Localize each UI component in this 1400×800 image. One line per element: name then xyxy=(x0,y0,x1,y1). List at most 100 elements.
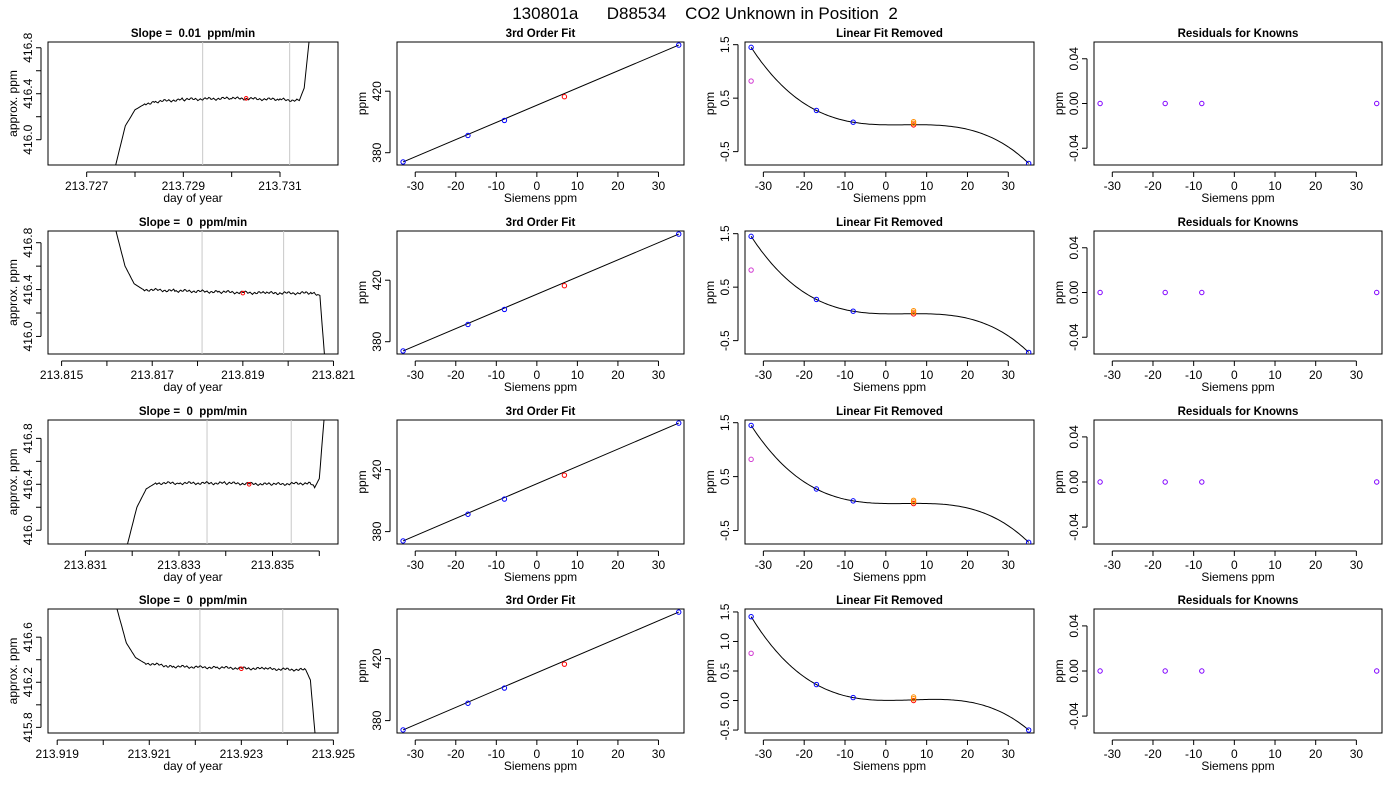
x-tick-label: -10 xyxy=(1185,368,1203,382)
x-tick-label: 213.833 xyxy=(157,558,201,572)
x-tick-label: 20 xyxy=(611,179,625,193)
x-tick-label: -30 xyxy=(407,179,425,193)
residual-point xyxy=(1162,289,1168,296)
x-axis: -30 -20 -10 0 10 20 30 xyxy=(755,171,1016,193)
fit-curve xyxy=(750,425,1030,543)
x-tick-label: -30 xyxy=(755,368,773,382)
unknown-point xyxy=(910,118,917,125)
x-axis: 213.815 213.817 213.819 213.821 xyxy=(40,360,355,382)
x-tick-label: 10 xyxy=(571,558,585,572)
x-tick-label: -20 xyxy=(796,747,814,761)
x-tick-label: -30 xyxy=(407,368,425,382)
x-tick-label: -10 xyxy=(1185,558,1203,572)
x-tick-label: 0 xyxy=(1231,179,1238,193)
x-axis: -30 -20 -10 0 10 20 30 xyxy=(1104,171,1363,193)
x-tick-label: -10 xyxy=(488,747,506,761)
panel-title: 3rd Order Fit xyxy=(506,595,576,607)
residual-point xyxy=(1097,100,1103,107)
panel-resid-row3: Residuals for Knowns -30 -20 -10 0 10 20 30 Siem… xyxy=(1052,406,1383,584)
fit-line xyxy=(402,422,679,542)
residual-point xyxy=(1199,479,1205,485)
fit-line xyxy=(402,233,679,352)
y-axis: 380 420 xyxy=(370,270,391,352)
residual-point xyxy=(1097,289,1103,296)
panel-trace-row1: Slope = 0.01 ppm/min 213.727 213.729 213.73… xyxy=(6,28,339,205)
x-tick-label: 10 xyxy=(920,747,934,761)
unknown-point xyxy=(561,472,568,478)
panel-title: Residuals for Knowns xyxy=(1178,28,1299,40)
x-axis-label: Siemens ppm xyxy=(1201,380,1274,394)
plot-area xyxy=(400,609,682,733)
x-tick-label: -20 xyxy=(796,179,814,193)
y-tick-label: 416.8 xyxy=(21,423,35,453)
unknown-point xyxy=(561,94,568,100)
known-point xyxy=(676,609,682,615)
x-tick-label: 10 xyxy=(920,558,934,572)
x-tick-label: -10 xyxy=(836,747,854,761)
plot-frame xyxy=(1093,608,1383,734)
y-axis-label: approx. ppm xyxy=(6,638,20,705)
panel-title: Linear Fit Removed xyxy=(836,595,943,607)
plot-frame xyxy=(1093,419,1383,545)
plot-area xyxy=(748,422,1032,544)
x-tick-label: 10 xyxy=(1268,747,1282,761)
y-tick-label: 416.4 xyxy=(21,469,35,499)
x-tick-label: 0 xyxy=(534,558,541,572)
y-axis-label: ppm xyxy=(355,281,369,304)
y-tick-label: -0.5 xyxy=(718,520,732,541)
residual-point xyxy=(1374,100,1380,107)
x-tick-label: 10 xyxy=(571,368,585,382)
known-point xyxy=(850,498,856,504)
y-tick-label: 380 xyxy=(370,710,384,730)
y-axis-label: approx. ppm xyxy=(6,70,20,137)
y-tick-label: 0.5 xyxy=(718,89,732,106)
x-tick-label: 30 xyxy=(1002,179,1016,193)
known-point xyxy=(813,296,820,303)
x-tick-label: 0 xyxy=(1231,747,1238,761)
x-tick-label: 213.817 xyxy=(131,368,175,382)
plot-area xyxy=(1097,479,1380,485)
residual-point xyxy=(1374,668,1380,674)
x-axis-label: Siemens ppm xyxy=(504,759,577,773)
x-axis-label: Siemens ppm xyxy=(853,191,926,205)
x-tick-label: -30 xyxy=(755,747,773,761)
panel-linfit-row1: Linear Fit Removed -30 -20 -10 0 10 20 30 Siemen… xyxy=(703,28,1035,205)
known-point xyxy=(676,231,682,237)
plot-area xyxy=(115,231,325,354)
unknown-linear-point xyxy=(748,78,754,84)
known-point xyxy=(1025,727,1032,733)
panel-fit3-row2: 3rd Order Fit -30 -20 -10 0 10 20 30 Siemens ppm… xyxy=(355,217,685,394)
x-tick-label: 30 xyxy=(1350,558,1364,572)
panel-title: Slope = 0.01 ppm/min xyxy=(131,28,255,40)
y-axis-label: ppm xyxy=(1052,659,1066,682)
x-tick-label: 213.919 xyxy=(36,747,80,761)
panel-title: Linear Fit Removed xyxy=(836,217,943,229)
plot-area xyxy=(400,420,682,544)
panel-fit3-row4: 3rd Order Fit -30 -20 -10 0 10 20 30 Siemens ppm… xyxy=(355,595,685,773)
plot-frame xyxy=(47,608,339,734)
x-axis: -30 -20 -10 0 10 20 30 xyxy=(407,360,665,382)
x-tick-label: 0 xyxy=(1231,368,1238,382)
known-point xyxy=(400,159,406,165)
y-tick-label: 415.8 xyxy=(21,712,35,742)
y-axis: 380 420 xyxy=(370,81,391,163)
x-tick-label: 30 xyxy=(1002,747,1016,761)
unknown-point xyxy=(910,120,917,126)
known-point xyxy=(501,306,508,313)
x-axis-label: Siemens ppm xyxy=(853,570,926,584)
y-tick-label: -0.5 xyxy=(718,141,732,162)
x-tick-label: 20 xyxy=(961,747,975,761)
y-axis: -0.04 0.00 0.04 xyxy=(1067,236,1088,351)
y-axis: 416.0 416.4 416.8 xyxy=(21,423,42,545)
x-tick-label: -20 xyxy=(796,368,814,382)
fit-curve xyxy=(750,47,1030,164)
x-axis-label: Siemens ppm xyxy=(853,759,926,773)
y-tick-label: 416.0 xyxy=(21,321,35,351)
plot-area xyxy=(748,44,1032,165)
unknown-linear-point xyxy=(748,650,754,656)
plot-area xyxy=(748,233,1032,354)
y-tick-label: -0.5 xyxy=(718,330,732,351)
unknown-point xyxy=(561,661,568,667)
y-axis-label: ppm xyxy=(355,92,369,115)
